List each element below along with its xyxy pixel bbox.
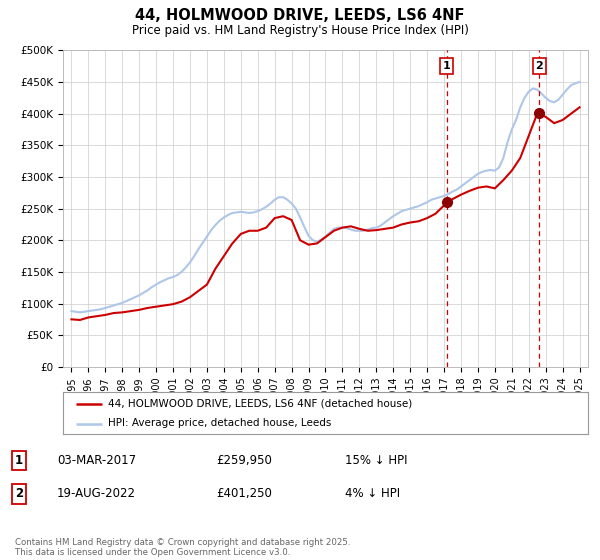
Text: 1: 1 xyxy=(443,61,451,71)
Text: HPI: Average price, detached house, Leeds: HPI: Average price, detached house, Leed… xyxy=(107,418,331,428)
Text: 1: 1 xyxy=(15,454,23,467)
Text: £401,250: £401,250 xyxy=(216,487,272,501)
Text: 4% ↓ HPI: 4% ↓ HPI xyxy=(345,487,400,501)
Text: 2: 2 xyxy=(15,487,23,501)
Text: 19-AUG-2022: 19-AUG-2022 xyxy=(57,487,136,501)
Text: Price paid vs. HM Land Registry's House Price Index (HPI): Price paid vs. HM Land Registry's House … xyxy=(131,24,469,36)
Text: 44, HOLMWOOD DRIVE, LEEDS, LS6 4NF (detached house): 44, HOLMWOOD DRIVE, LEEDS, LS6 4NF (deta… xyxy=(107,399,412,409)
Text: 44, HOLMWOOD DRIVE, LEEDS, LS6 4NF: 44, HOLMWOOD DRIVE, LEEDS, LS6 4NF xyxy=(135,8,465,24)
Text: 15% ↓ HPI: 15% ↓ HPI xyxy=(345,454,407,467)
Text: Contains HM Land Registry data © Crown copyright and database right 2025.
This d: Contains HM Land Registry data © Crown c… xyxy=(15,538,350,557)
Text: £259,950: £259,950 xyxy=(216,454,272,467)
Text: 2: 2 xyxy=(536,61,543,71)
Text: 03-MAR-2017: 03-MAR-2017 xyxy=(57,454,136,467)
